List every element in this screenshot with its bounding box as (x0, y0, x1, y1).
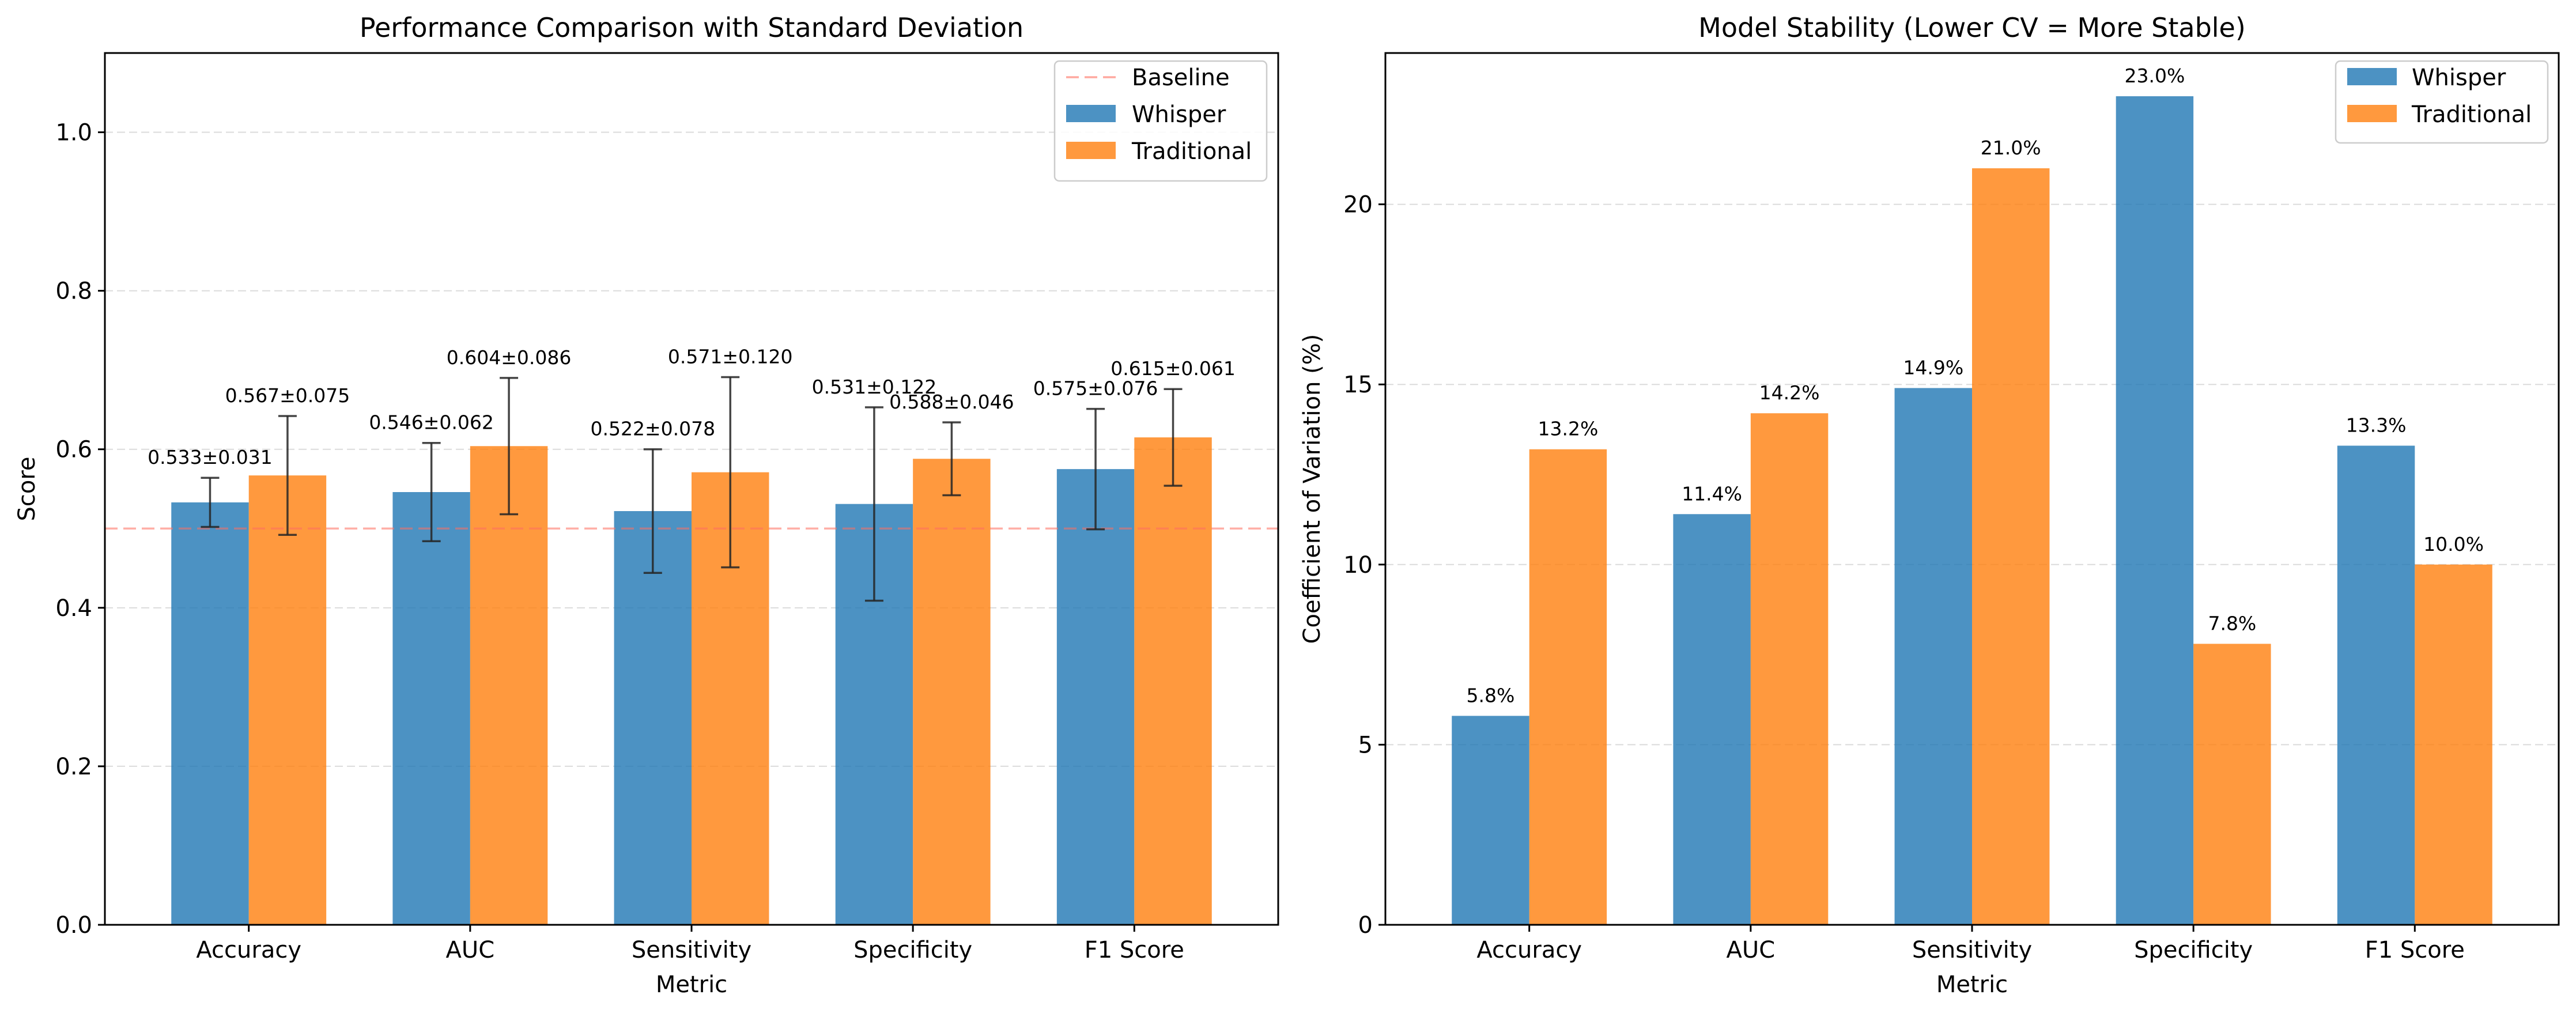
legend-label-traditional: Traditional (2411, 101, 2532, 128)
data-label-traditional-specificity: 0.588±0.046 (889, 391, 1014, 413)
data-label-whisper-f1-score: 0.575±0.076 (1033, 377, 1158, 400)
x-tick-label-auc: AUC (1727, 937, 1776, 963)
data-label-traditional-accuracy: 0.567±0.075 (225, 384, 350, 407)
bar-traditional-auc (1750, 413, 1829, 925)
error-bar-whisper-specificity (864, 406, 883, 602)
bar-whisper-specificity (2116, 96, 2194, 925)
legend-swatch-traditional (1066, 142, 1116, 159)
data-label-whisper-sensitivity: 0.522±0.078 (590, 418, 715, 440)
y-tick-label: 0.8 (55, 278, 92, 305)
legend: Whisper Traditional (2335, 60, 2549, 144)
bar-traditional-specificity (2193, 644, 2271, 925)
data-label-whisper-specificity: 0.531±0.122 (812, 376, 937, 398)
data-label-traditional-sensitivity: 0.571±0.120 (668, 346, 793, 368)
bar-whisper-auc (1673, 514, 1751, 925)
error-bar-traditional-auc (500, 377, 519, 516)
legend-swatch-traditional (2347, 105, 2397, 122)
bar-traditional-f1-score (2415, 564, 2492, 925)
chart-title: Model Stability (Lower CV = More Stable) (1698, 12, 2246, 43)
bar-traditional-auc (470, 446, 548, 925)
data-label-traditional-sensitivity: 21.0% (1981, 137, 2041, 159)
y-tick-label: 0.4 (55, 595, 92, 622)
error-bar-whisper-accuracy (201, 477, 220, 528)
y-tick-label: 0.6 (55, 437, 92, 463)
y-tick-label: 5 (1358, 732, 1373, 758)
error-bar-traditional-accuracy (278, 415, 297, 536)
error-bar-whisper-auc (422, 441, 441, 543)
bar-traditional-specificity (913, 459, 991, 925)
bar-whisper-accuracy (1452, 716, 1529, 925)
bar-whisper-sensitivity (614, 511, 692, 925)
error-bar-traditional-sensitivity (721, 376, 740, 569)
data-label-whisper-auc: 0.546±0.062 (369, 411, 494, 434)
data-label-traditional-auc: 14.2% (1759, 381, 1820, 404)
y-tick-label: 0.0 (55, 912, 92, 939)
bar-traditional-accuracy (248, 475, 327, 925)
y-tick-label: 0.2 (55, 754, 92, 780)
bar-traditional-accuracy (1529, 449, 1607, 925)
data-label-traditional-accuracy: 13.2% (1538, 418, 1599, 440)
x-tick-label-specificity: Specificity (853, 937, 972, 963)
chart-model-stability: 5.8% 11.4% 14.9% 23.0% 13.3% 13.2% 14.2% 21.0% 7… (1299, 12, 2560, 998)
y-tick-label: 15 (1343, 372, 1373, 398)
chart-performance-comparison: 0.533±0.031 0.546±0.062 0.522±0.078 0.531±0… (14, 12, 1279, 998)
bar-traditional-sensitivity (1972, 168, 2050, 925)
bar-whisper-accuracy (171, 502, 249, 925)
x-tick-label-accuracy: Accuracy (1476, 937, 1582, 963)
x-tick-label-specificity: Specificity (2134, 937, 2253, 963)
legend-swatch-whisper (1066, 105, 1116, 122)
data-label-whisper-auc: 11.4% (1682, 482, 1742, 505)
legend-label-whisper: Whisper (1132, 101, 1226, 128)
x-axis-label: Metric (1936, 971, 2008, 998)
legend-label-traditional: Traditional (1131, 138, 1252, 165)
data-label-whisper-sensitivity: 14.9% (1903, 356, 1963, 379)
y-tick-label: 20 (1343, 192, 1373, 218)
x-tick-label-f1-score: F1 Score (1085, 937, 1184, 963)
y-axis-label: Coefficient of Variation (%) (1299, 334, 1325, 644)
x-tick-label-sensitivity: Sensitivity (632, 937, 751, 963)
data-label-traditional-f1-score: 10.0% (2423, 533, 2484, 555)
bar-whisper-f1-score (2337, 445, 2415, 925)
data-label-whisper-specificity: 23.0% (2125, 65, 2185, 87)
y-tick-label: 10 (1343, 552, 1373, 579)
data-label-whisper-f1-score: 13.3% (2346, 414, 2407, 436)
data-label-traditional-specificity: 7.8% (2208, 612, 2256, 634)
data-label-traditional-auc: 0.604±0.086 (447, 346, 572, 369)
y-axis-label: Score (14, 456, 40, 521)
x-tick-label-auc: AUC (446, 937, 495, 963)
x-tick-label-accuracy: Accuracy (196, 937, 301, 963)
chart-title: Performance Comparison with Standard Dev… (360, 12, 1023, 43)
error-bar-traditional-f1-score (1164, 388, 1183, 487)
y-tick-label: 0 (1358, 912, 1373, 939)
legend: Baseline Whisper Traditional (1053, 60, 1268, 182)
data-label-traditional-f1-score: 0.615±0.061 (1111, 357, 1236, 380)
error-bar-whisper-f1-score (1086, 407, 1105, 531)
legend-label-whisper: Whisper (2412, 65, 2506, 91)
data-label-whisper-accuracy: 5.8% (1467, 684, 1515, 706)
error-bar-traditional-specificity (942, 421, 961, 497)
error-bar-whisper-sensitivity (643, 448, 662, 574)
bar-traditional-f1-score (1134, 437, 1212, 925)
legend-label-baseline: Baseline (1132, 65, 1230, 91)
x-tick-label-f1-score: F1 Score (2365, 937, 2465, 963)
data-label-whisper-accuracy: 0.533±0.031 (148, 446, 273, 468)
x-tick-label-sensitivity: Sensitivity (1912, 937, 2032, 963)
y-tick-label: 1.0 (55, 120, 92, 146)
legend-swatch-whisper (2347, 68, 2397, 85)
bar-whisper-f1-score (1056, 469, 1135, 925)
bar-whisper-sensitivity (1894, 388, 1972, 925)
bar-whisper-auc (392, 492, 470, 925)
x-axis-label: Metric (656, 971, 727, 998)
